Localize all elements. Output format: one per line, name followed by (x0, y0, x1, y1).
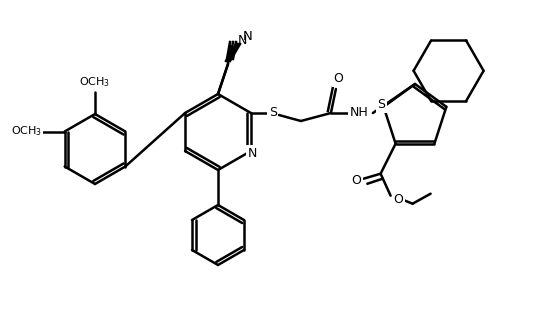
Text: S: S (378, 98, 385, 111)
Text: S: S (269, 107, 277, 119)
Text: N: N (248, 146, 258, 160)
Text: O: O (333, 73, 343, 85)
Text: O: O (394, 193, 403, 206)
Text: OCH$_3$: OCH$_3$ (11, 125, 42, 138)
Text: N: N (243, 29, 253, 43)
Text: NH: NH (349, 107, 369, 119)
Text: OCH$_3$: OCH$_3$ (79, 75, 111, 89)
Text: N: N (238, 33, 247, 46)
Text: O: O (352, 174, 361, 187)
